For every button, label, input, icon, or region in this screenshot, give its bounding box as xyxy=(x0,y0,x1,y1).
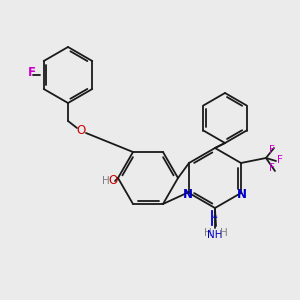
Text: F: F xyxy=(277,155,283,165)
Text: N: N xyxy=(183,188,193,200)
Text: H: H xyxy=(204,228,212,238)
Text: F: F xyxy=(269,145,275,155)
Text: ═: ═ xyxy=(212,213,216,219)
Text: H: H xyxy=(220,228,228,238)
Text: F: F xyxy=(269,163,275,173)
Text: H: H xyxy=(102,176,110,186)
Text: F: F xyxy=(28,65,36,79)
Text: O: O xyxy=(76,124,85,137)
Text: N: N xyxy=(237,188,247,200)
Text: NH: NH xyxy=(207,230,223,240)
Text: O: O xyxy=(108,175,118,188)
